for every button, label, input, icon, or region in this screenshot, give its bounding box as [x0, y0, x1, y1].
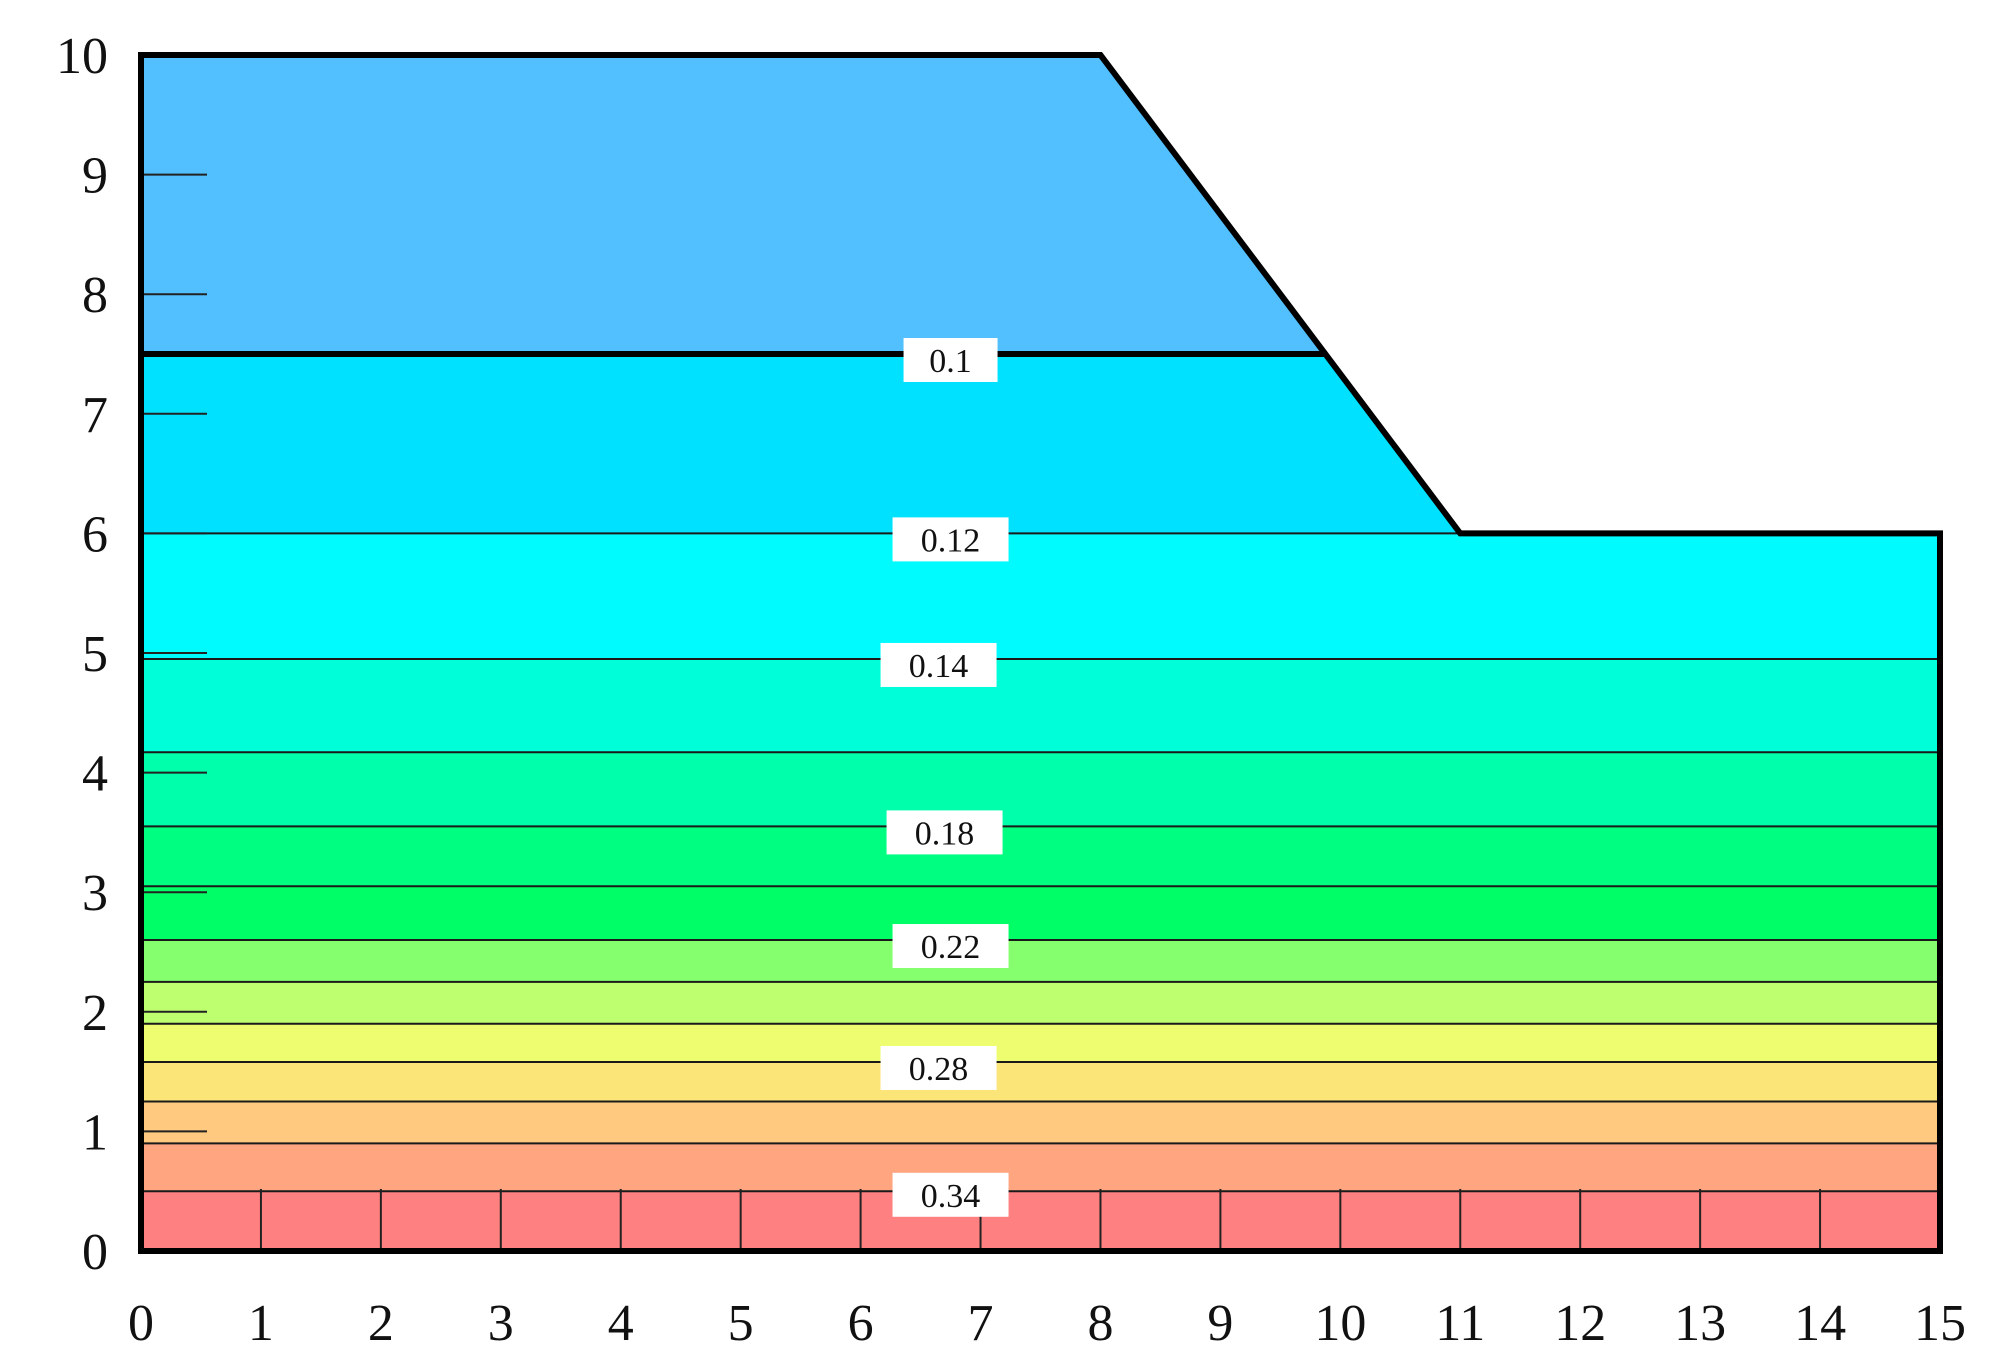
contour-label-box [892, 1172, 1009, 1217]
x-tick-label: 7 [968, 1295, 994, 1352]
x-tick-label: 14 [1794, 1295, 1846, 1352]
y-tick-label: 9 [82, 148, 108, 205]
x-tick-label: 8 [1087, 1295, 1113, 1352]
contour-label-text: 0.18 [915, 815, 975, 852]
y-tick-label: 8 [82, 267, 108, 324]
y-axis-ticks: 0 1 2 3 4 5 6 7 8 9 10 [56, 28, 108, 1281]
x-tick-label: 4 [608, 1295, 634, 1352]
contour-label-text: 0.34 [921, 1178, 981, 1215]
band-1 [141, 354, 1940, 534]
color-bands [141, 55, 1940, 1251]
y-tick-label: 0 [82, 1224, 108, 1281]
contour-label-box [903, 337, 998, 382]
band-12 [141, 1143, 1940, 1192]
x-tick-label: 2 [368, 1295, 394, 1352]
band-10 [141, 1062, 1940, 1102]
x-tick-label: 10 [1314, 1295, 1366, 1352]
contour-label-0: 0.1 [903, 337, 998, 382]
contour-label-box [880, 642, 997, 687]
x-tick-label: 6 [848, 1295, 874, 1352]
contour-label-3: 0.18 [886, 810, 1003, 855]
contour-label-box [880, 1046, 997, 1091]
y-tick-label: 6 [82, 506, 108, 563]
contour-label-2: 0.14 [880, 642, 997, 687]
band-7 [141, 940, 1940, 982]
x-tick-label: 15 [1914, 1295, 1966, 1352]
band-5 [141, 826, 1940, 887]
x-tick-label: 11 [1435, 1295, 1485, 1352]
contour-labels: 0.1 0.12 0.14 0.18 0.22 0.28 0.34 [880, 337, 1009, 1217]
contour-label-text: 0.12 [921, 522, 981, 559]
y-tick-label: 5 [82, 626, 108, 683]
y-tick-label: 2 [82, 985, 108, 1042]
band-11 [141, 1101, 1940, 1144]
contour-lines [141, 532, 1940, 1193]
contour-label-text: 0.28 [909, 1051, 969, 1088]
y-tick-label: 10 [56, 28, 108, 85]
contour-label-6: 0.34 [892, 1172, 1009, 1217]
band-13 [141, 1191, 1940, 1251]
contour-label-4: 0.22 [892, 924, 1009, 969]
contour-label-1: 0.12 [892, 517, 1009, 562]
y-tick-label: 7 [82, 387, 108, 444]
contour-label-text: 0.1 [929, 343, 972, 380]
contour-label-box [886, 810, 1003, 855]
contour-label-box [892, 924, 1009, 969]
contour-label-text: 0.22 [921, 929, 981, 966]
y-tick-label: 3 [82, 865, 108, 922]
band-3 [141, 658, 1940, 753]
x-axis-ticks: 0 1 2 3 4 5 6 7 8 9 10 11 12 13 14 15 [128, 1295, 1966, 1352]
band-8 [141, 981, 1940, 1024]
x-tick-label: 3 [488, 1295, 514, 1352]
x-tick-label: 1 [248, 1295, 274, 1352]
y-tick-label: 1 [82, 1104, 108, 1161]
contour-label-box [892, 517, 1009, 562]
inner-ticks [141, 173, 1822, 1251]
band-0 [141, 55, 1940, 354]
x-tick-label: 13 [1674, 1295, 1726, 1352]
x-tick-label: 0 [128, 1295, 154, 1352]
x-tick-label: 5 [728, 1295, 754, 1352]
contour-label-text: 0.14 [909, 648, 969, 685]
band-9 [141, 1023, 1940, 1063]
domain-boundary [138, 52, 1943, 1254]
band-6 [141, 886, 1940, 941]
band-2 [141, 533, 1940, 659]
y-tick-label: 4 [82, 746, 108, 803]
contour-label-5: 0.28 [880, 1046, 997, 1091]
x-tick-label: 12 [1554, 1295, 1606, 1352]
band-4 [141, 752, 1940, 827]
x-tick-label: 9 [1207, 1295, 1233, 1352]
